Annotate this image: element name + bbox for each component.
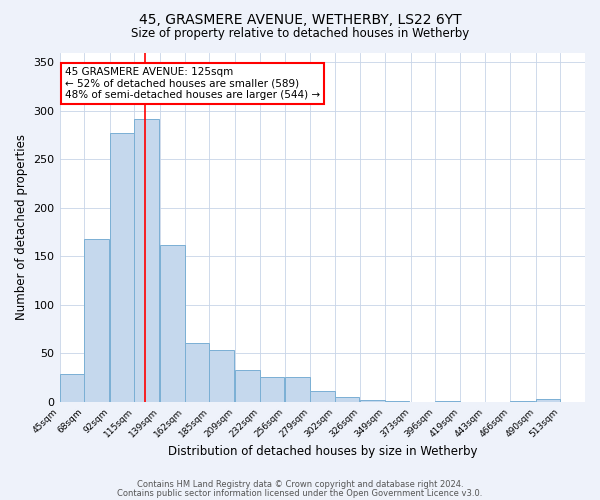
Bar xyxy=(536,399,560,402)
Bar xyxy=(286,377,310,402)
Bar xyxy=(134,120,159,402)
Bar xyxy=(160,244,185,402)
Bar xyxy=(310,392,335,402)
Bar xyxy=(84,239,109,402)
Bar xyxy=(235,370,260,402)
Bar xyxy=(110,133,134,402)
Text: 45, GRASMERE AVENUE, WETHERBY, LS22 6YT: 45, GRASMERE AVENUE, WETHERBY, LS22 6YT xyxy=(139,12,461,26)
Bar xyxy=(385,401,409,402)
Bar xyxy=(209,350,234,402)
Bar xyxy=(260,377,284,402)
Bar xyxy=(185,343,209,402)
Bar xyxy=(360,400,385,402)
X-axis label: Distribution of detached houses by size in Wetherby: Distribution of detached houses by size … xyxy=(167,444,477,458)
Bar xyxy=(335,397,359,402)
Bar xyxy=(510,401,535,402)
Bar xyxy=(435,401,460,402)
Text: Size of property relative to detached houses in Wetherby: Size of property relative to detached ho… xyxy=(131,28,469,40)
Bar xyxy=(59,374,84,402)
Y-axis label: Number of detached properties: Number of detached properties xyxy=(15,134,28,320)
Text: Contains HM Land Registry data © Crown copyright and database right 2024.: Contains HM Land Registry data © Crown c… xyxy=(137,480,463,489)
Text: 45 GRASMERE AVENUE: 125sqm
← 52% of detached houses are smaller (589)
48% of sem: 45 GRASMERE AVENUE: 125sqm ← 52% of deta… xyxy=(65,67,320,100)
Text: Contains public sector information licensed under the Open Government Licence v3: Contains public sector information licen… xyxy=(118,488,482,498)
